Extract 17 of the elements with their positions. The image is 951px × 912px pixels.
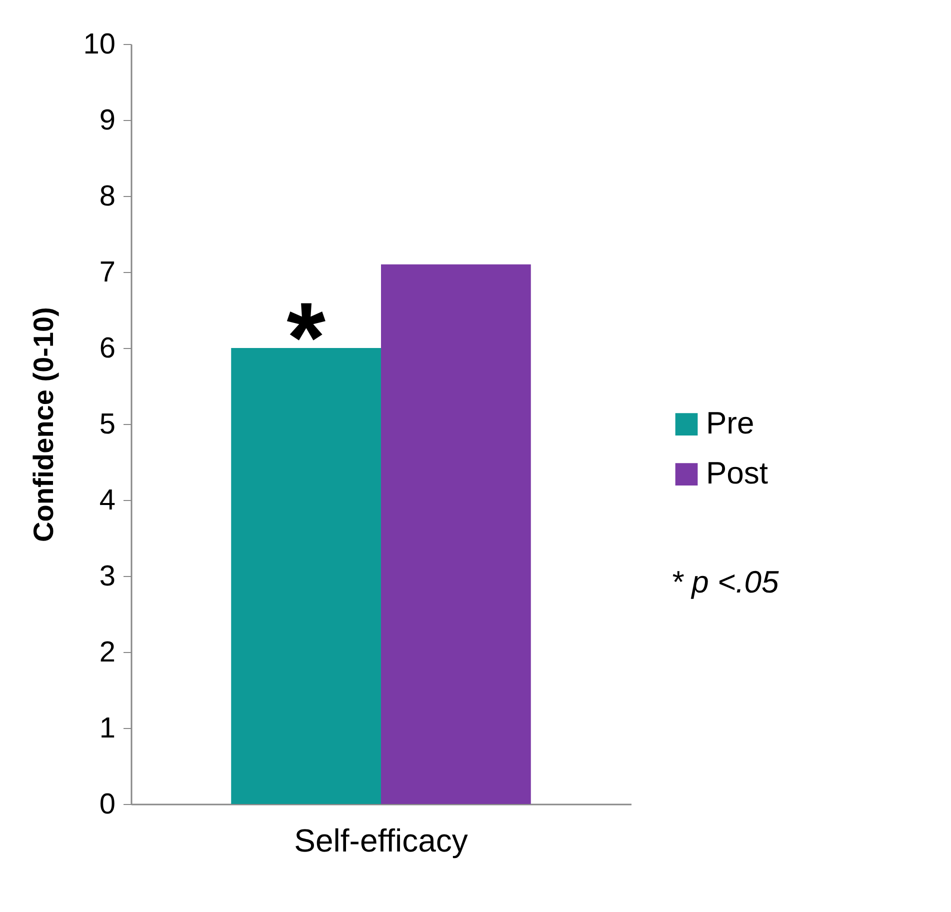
y-tick-label: 7 bbox=[99, 256, 116, 288]
legend-label: Pre bbox=[706, 405, 754, 440]
y-tick-label: 0 bbox=[99, 788, 116, 820]
y-axis-title: Confidence (0-10) bbox=[28, 307, 60, 542]
y-tick-label: 2 bbox=[99, 636, 116, 668]
text: * p <.05 bbox=[671, 564, 780, 600]
legend-label: Post bbox=[706, 455, 768, 490]
y-tick-label: 10 bbox=[83, 28, 116, 60]
y-tick-label: 1 bbox=[99, 712, 116, 744]
x-tick-label: Self-efficacy bbox=[294, 822, 468, 858]
y-tick-label: 8 bbox=[99, 180, 116, 212]
y-tick-label: 5 bbox=[99, 408, 116, 440]
y-tick-label: 4 bbox=[99, 484, 116, 516]
annotation: * bbox=[286, 282, 326, 394]
y-tick-label: 6 bbox=[99, 332, 116, 364]
y-tick-label: 9 bbox=[99, 104, 116, 136]
y-tick-label: 3 bbox=[99, 560, 116, 592]
